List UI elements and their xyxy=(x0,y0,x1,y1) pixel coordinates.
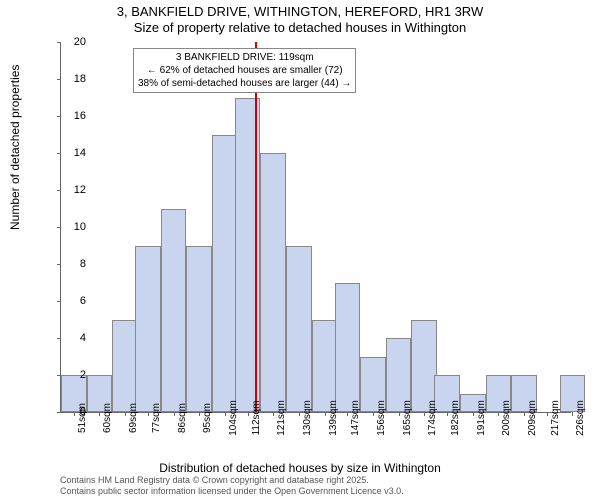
chart-title-main: 3, BANKFIELD DRIVE, WITHINGTON, HEREFORD… xyxy=(0,4,600,19)
attribution-line2: Contains public sector information licen… xyxy=(60,486,404,497)
y-tick-mark xyxy=(57,264,61,265)
y-tick-label: 10 xyxy=(74,221,86,233)
attribution-text: Contains HM Land Registry data © Crown c… xyxy=(60,475,404,497)
marker-line xyxy=(255,42,257,412)
annotation-line: ← 62% of detached houses are smaller (72… xyxy=(138,64,351,77)
x-tick-label: 182sqm xyxy=(450,400,461,436)
x-tick-label: 77sqm xyxy=(151,403,162,433)
x-tick-mark xyxy=(498,412,499,416)
x-tick-mark xyxy=(248,412,249,416)
x-tick-mark xyxy=(148,412,149,416)
x-tick-label: 139sqm xyxy=(328,400,339,436)
x-tick-label: 95sqm xyxy=(202,403,213,433)
y-tick-label: 14 xyxy=(74,147,86,159)
x-tick-mark xyxy=(325,412,326,416)
x-tick-label: 69sqm xyxy=(128,403,139,433)
histogram-bar xyxy=(161,209,187,413)
plot-area: 3 BANKFIELD DRIVE: 119sqm← 62% of detach… xyxy=(60,42,571,413)
x-tick-mark xyxy=(125,412,126,416)
histogram-bar xyxy=(212,135,238,413)
x-tick-mark xyxy=(99,412,100,416)
y-tick-mark xyxy=(57,42,61,43)
x-tick-label: 121sqm xyxy=(276,400,287,436)
histogram-bar xyxy=(335,283,361,413)
x-tick-mark xyxy=(447,412,448,416)
x-tick-label: 156sqm xyxy=(376,400,387,436)
x-tick-label: 130sqm xyxy=(302,400,313,436)
y-tick-mark xyxy=(57,190,61,191)
x-tick-mark xyxy=(373,412,374,416)
histogram-bar xyxy=(286,246,312,413)
x-tick-mark xyxy=(299,412,300,416)
y-tick-mark xyxy=(57,79,61,80)
x-axis-label: Distribution of detached houses by size … xyxy=(0,461,600,475)
y-tick-mark xyxy=(57,412,61,413)
y-tick-mark xyxy=(57,301,61,302)
x-tick-mark xyxy=(273,412,274,416)
x-tick-label: 60sqm xyxy=(102,403,113,433)
x-tick-mark xyxy=(524,412,525,416)
y-tick-mark xyxy=(57,227,61,228)
x-tick-label: 104sqm xyxy=(228,400,239,436)
x-tick-mark xyxy=(572,412,573,416)
y-tick-label: 6 xyxy=(80,295,86,307)
histogram-bar xyxy=(260,153,286,412)
y-tick-mark xyxy=(57,153,61,154)
x-tick-label: 112sqm xyxy=(251,401,262,436)
x-tick-mark xyxy=(347,412,348,416)
y-tick-label: 18 xyxy=(74,73,86,85)
annotation-line: 3 BANKFIELD DRIVE: 119sqm xyxy=(138,51,351,64)
chart-container: 3, BANKFIELD DRIVE, WITHINGTON, HEREFORD… xyxy=(0,0,600,500)
x-tick-label: 226sqm xyxy=(575,400,586,436)
x-tick-label: 51sqm xyxy=(77,403,88,433)
histogram-bar xyxy=(112,320,138,413)
annotation-box: 3 BANKFIELD DRIVE: 119sqm← 62% of detach… xyxy=(133,48,356,93)
attribution-line1: Contains HM Land Registry data © Crown c… xyxy=(60,475,404,486)
y-tick-mark xyxy=(57,338,61,339)
x-tick-label: 209sqm xyxy=(527,400,538,436)
x-tick-label: 191sqm xyxy=(476,400,487,436)
y-tick-label: 16 xyxy=(74,110,86,122)
y-axis-label: Number of detached properties xyxy=(8,65,22,230)
x-tick-mark xyxy=(225,412,226,416)
histogram-bar xyxy=(135,246,161,413)
y-tick-label: 20 xyxy=(74,36,86,48)
x-tick-mark xyxy=(174,412,175,416)
x-tick-mark xyxy=(424,412,425,416)
x-tick-mark xyxy=(473,412,474,416)
x-tick-label: 86sqm xyxy=(177,403,188,433)
annotation-line: 38% of semi-detached houses are larger (… xyxy=(138,77,351,90)
x-tick-mark xyxy=(399,412,400,416)
x-tick-label: 200sqm xyxy=(501,400,512,436)
x-tick-label: 217sqm xyxy=(550,400,561,436)
y-tick-label: 12 xyxy=(74,184,86,196)
histogram-bar xyxy=(411,320,437,413)
x-tick-label: 165sqm xyxy=(402,400,413,436)
x-tick-mark xyxy=(547,412,548,416)
y-tick-label: 2 xyxy=(80,369,86,381)
y-tick-mark xyxy=(57,116,61,117)
y-tick-label: 8 xyxy=(80,258,86,270)
x-tick-mark xyxy=(74,412,75,416)
chart-title-sub: Size of property relative to detached ho… xyxy=(0,20,600,35)
histogram-bar xyxy=(312,320,338,413)
x-tick-label: 147sqm xyxy=(350,400,361,436)
histogram-bar xyxy=(186,246,212,413)
x-tick-mark xyxy=(199,412,200,416)
x-tick-label: 174sqm xyxy=(427,400,438,436)
y-tick-label: 4 xyxy=(80,332,86,344)
